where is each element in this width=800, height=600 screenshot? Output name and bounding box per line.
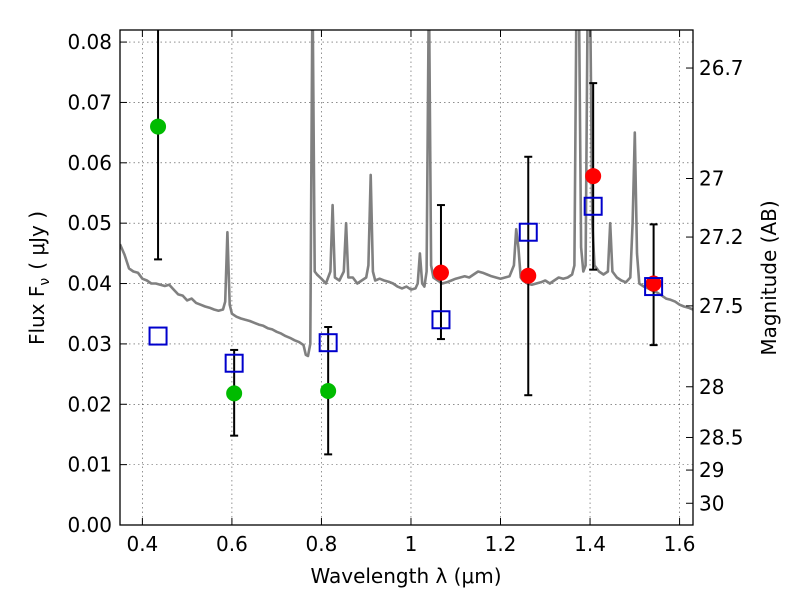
y-axis-label-subscript: ν	[37, 278, 53, 286]
data-layer	[120, 30, 693, 456]
model-square-point	[583, 196, 603, 216]
red-data-point	[432, 264, 449, 281]
y-tick-label: 0.06	[67, 151, 112, 175]
x-tick-label: 0.8	[306, 532, 338, 556]
x-tick-label: 1	[405, 532, 418, 556]
plot-frame	[119, 29, 694, 526]
y2-tick-label: 27.5	[699, 294, 744, 318]
y-tick-label: 0.02	[67, 392, 112, 416]
y2-tick-label: 30	[699, 491, 724, 515]
y2-tick-label: 29	[699, 458, 724, 482]
y2-tick-label: 28	[699, 375, 724, 399]
x-tick-label: 0.6	[216, 532, 248, 556]
y2-tick-label: 27	[699, 167, 724, 191]
red-data-point	[585, 168, 602, 185]
x-tick-label: 1.6	[664, 532, 696, 556]
y-tick-label: 0.05	[67, 211, 112, 235]
model-square-point	[431, 310, 451, 330]
model-square-point	[318, 333, 338, 353]
red-data-point	[520, 267, 537, 284]
green-data-point	[150, 118, 167, 135]
green-data-point	[226, 385, 243, 402]
y-axis-label: Flux Fν ( μJy )	[25, 211, 53, 345]
model-square-point	[148, 326, 168, 346]
red-data-point	[645, 275, 662, 292]
model-square-point	[644, 277, 664, 297]
y-axis-label-unit: ( μJy )	[25, 211, 49, 270]
y-tick-label: 0.01	[67, 453, 112, 477]
x-tick-label: 1.4	[574, 532, 606, 556]
y-tick-label: 0.04	[67, 272, 112, 296]
model-square-point	[518, 222, 538, 242]
y2-tick-label: 28.5	[699, 425, 744, 449]
y2-tick-label: 27.2	[699, 225, 744, 249]
model-square-point	[224, 353, 244, 373]
y-tick-label: 0.00	[67, 513, 112, 537]
x-axis-label: Wavelength λ (μm)	[310, 564, 501, 588]
y-tick-label: 0.08	[67, 30, 112, 54]
y-tick-label: 0.07	[67, 90, 112, 114]
tick-layer: 0.4 0.6 0.8 1 1.2 1.4 1.6 0.00 0.01 0.02 0.03 0.04 0…	[67, 30, 744, 556]
x-tick-label: 1.2	[485, 532, 517, 556]
green-data-point	[320, 382, 337, 399]
y-axis-label-main: Flux F	[25, 286, 49, 345]
y2-axis-label: Magnitude (AB)	[757, 200, 781, 355]
y-tick-label: 0.03	[67, 332, 112, 356]
grid-layer	[120, 30, 693, 526]
x-tick-label: 0.4	[126, 532, 158, 556]
y2-tick-label: 26.7	[699, 56, 744, 80]
